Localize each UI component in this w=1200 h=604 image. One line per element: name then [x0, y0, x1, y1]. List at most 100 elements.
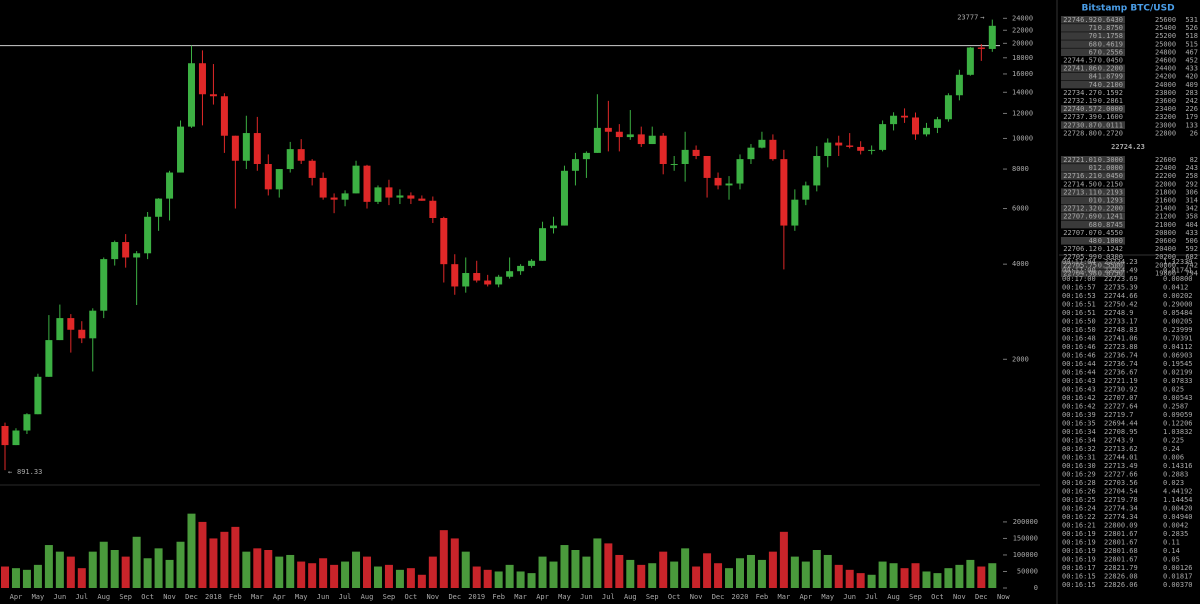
- trade-amount: 1.14454: [1163, 496, 1193, 504]
- volume-bar: [461, 551, 470, 588]
- book-level: 20600: [1155, 237, 1176, 245]
- trade-price: 22727.66: [1104, 471, 1138, 479]
- book-count: 592: [1185, 245, 1198, 253]
- volume-bar: [11, 568, 20, 588]
- x-tick-label: Jun: [580, 593, 593, 601]
- book-amount: 1.8799: [1098, 73, 1123, 81]
- candle-body: [187, 63, 195, 127]
- book-price: 70: [1089, 32, 1097, 40]
- book-row-bg: [1061, 16, 1125, 24]
- book-level: 23600: [1155, 97, 1176, 105]
- trade-price: 22774.34: [1104, 513, 1138, 521]
- volume-bar: [966, 559, 975, 588]
- trade-price: 22713.62: [1104, 445, 1138, 453]
- x-tick-label: Dec: [712, 593, 725, 601]
- x-tick-label: Jul: [339, 593, 352, 601]
- volume-bar: [977, 566, 986, 588]
- trade-price: 22774.34: [1104, 505, 1138, 513]
- x-tick-label: Dec: [975, 593, 988, 601]
- book-level: 25600: [1155, 16, 1176, 24]
- trade-time: 00:16:29: [1062, 471, 1096, 479]
- candle-body: [111, 242, 119, 260]
- candle-body: [122, 242, 130, 258]
- book-amount: 1.1758: [1098, 32, 1123, 40]
- book-level: 23000: [1155, 121, 1176, 129]
- book-price: 22732.19: [1063, 97, 1097, 105]
- volume-bar: [757, 559, 766, 588]
- volume-bar: [604, 543, 613, 588]
- trade-price: 22821.79: [1104, 564, 1138, 572]
- volume-bar: [626, 559, 635, 588]
- volume-bar: [373, 566, 382, 588]
- trade-price: 22723.69: [1104, 275, 1138, 283]
- candle-body: [100, 259, 108, 311]
- x-tick-label: Nov: [953, 593, 966, 601]
- trade-price: 22826.08: [1104, 573, 1138, 581]
- trade-time: 00:16:24: [1062, 505, 1096, 513]
- x-tick-label: Jun: [843, 593, 856, 601]
- candle-body: [275, 169, 283, 190]
- trade-amount: 0.09059: [1163, 411, 1193, 419]
- y-tick-label: 24000: [1012, 14, 1033, 22]
- trade-amount: 0.025: [1163, 386, 1184, 394]
- volume-bar: [88, 551, 97, 588]
- x-tick-label: Oct: [405, 593, 418, 601]
- book-count: 342: [1185, 205, 1198, 213]
- x-tick-label: Sep: [383, 593, 396, 601]
- trade-amount: 0.00205: [1163, 318, 1193, 326]
- candle-body: [835, 142, 843, 146]
- y-tick-label: 150000: [1013, 534, 1038, 542]
- trade-price: 22800.09: [1104, 522, 1138, 530]
- candle-body: [34, 376, 42, 415]
- candle-body: [944, 95, 952, 120]
- book-level: 23800: [1155, 89, 1176, 97]
- candle-body: [297, 149, 305, 161]
- y-tick-label: 0: [1034, 584, 1038, 592]
- candle-body: [890, 115, 898, 125]
- volume-bar: [44, 545, 53, 588]
- candle-body: [473, 273, 481, 281]
- book-count: 292: [1185, 180, 1198, 188]
- x-tick-label: Aug: [887, 593, 900, 601]
- candle-body: [615, 131, 623, 138]
- volume-bar: [384, 564, 393, 588]
- candle-body: [220, 96, 228, 136]
- trade-price: 22748.83: [1104, 326, 1138, 334]
- candle-body: [133, 253, 141, 258]
- book-price: 22741.86: [1063, 65, 1097, 73]
- x-tick-label: Jul: [75, 593, 88, 601]
- candle-body: [769, 139, 777, 160]
- volume-bar: [659, 551, 668, 588]
- book-level: 23200: [1155, 113, 1176, 121]
- y-tick-label: 12000: [1012, 109, 1033, 117]
- book-price: 22737.39: [1063, 113, 1097, 121]
- trade-time: 00:16:44: [1062, 369, 1096, 377]
- candle-body: [177, 126, 185, 173]
- trade-time: 00:16:57: [1062, 284, 1096, 292]
- book-level: 24800: [1155, 48, 1176, 56]
- candle-body: [462, 273, 470, 287]
- book-level: 21600: [1155, 197, 1176, 205]
- book-level: 25000: [1155, 40, 1176, 48]
- volume-bar: [582, 556, 591, 588]
- book-count: 404: [1185, 221, 1198, 229]
- volume-bar: [363, 556, 372, 588]
- trade-price: 22694.44: [1104, 420, 1138, 428]
- book-amount: 0.2193: [1098, 188, 1123, 196]
- volume-bar: [768, 551, 777, 588]
- trade-time: 00:16:51: [1062, 301, 1096, 309]
- volume-bar: [944, 568, 953, 588]
- book-price: 22713.11: [1063, 188, 1097, 196]
- candle-body: [418, 198, 426, 201]
- y-tick-label: 16000: [1012, 70, 1033, 78]
- x-tick-label: Aug: [624, 593, 637, 601]
- volume-bar: [209, 538, 218, 588]
- x-tick-label: Sep: [909, 593, 922, 601]
- volume-bar: [538, 556, 547, 588]
- trade-time: 00:17:04: [1062, 258, 1096, 266]
- book-price: 84: [1089, 73, 1097, 81]
- book-price: 74: [1089, 81, 1097, 89]
- trade-price: 22723.88: [1104, 343, 1138, 351]
- trade-time: 00:16:15: [1062, 581, 1096, 589]
- trade-price: 22735.39: [1104, 284, 1138, 292]
